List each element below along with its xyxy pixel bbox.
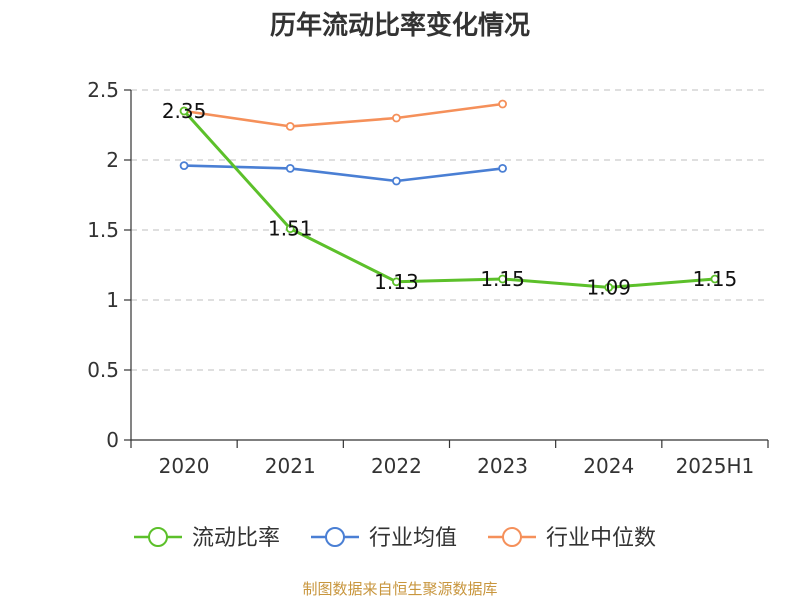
legend: 流动比率 行业均值 行业中位数 [134,526,656,551]
axes: 0 0.5 1 1.5 2 2.5 2020 2021 2022 2023 2024 2025H1 [87,78,769,478]
y-tick-label: 2 [106,148,119,172]
data-point-2 [392,113,401,123]
data-label: 2.35 [162,99,207,123]
y-tick-label: 1.5 [87,218,119,242]
data-labels: 2.35 1.51 1.13 1.15 1.09 1.15 [162,99,737,299]
data-point-1 [498,163,507,173]
data-point-0 [604,282,614,292]
data-point-0 [392,277,401,287]
data-point-0 [498,274,507,284]
legend-marker [148,527,168,547]
y-tick-label: 1 [106,288,119,312]
data-point-1 [179,161,189,171]
x-tick-label: 2020 [159,454,210,478]
chart-title: 历年流动比率变化情况 [270,10,530,41]
y-tick-label: 0 [106,428,119,452]
x-tick-label: 2023 [477,454,528,478]
data-point-0 [710,274,720,284]
data-point-2 [498,99,507,109]
series-group [179,99,720,292]
data-point-0 [285,224,295,234]
series-line-0 [182,109,717,289]
legend-label: 行业均值 [369,526,457,551]
data-label: 1.15 [693,267,738,291]
x-tick-label: 2024 [583,454,634,478]
data-point-1 [285,163,295,173]
x-tick-label: 2021 [265,454,316,478]
data-label: 1.13 [374,270,419,294]
y-tick-label: 0.5 [87,358,119,382]
legend-label: 行业中位数 [546,526,656,551]
source-note: 制图数据来自恒生聚源数据库 [302,580,497,598]
series-line-1 [182,164,504,183]
x-tick-label: 2025H1 [676,454,755,478]
grid [131,89,768,371]
data-label: 1.15 [480,267,525,291]
data-point-0 [179,106,189,116]
series-line-2 [182,102,504,128]
legend-label: 流动比率 [192,526,280,551]
x-tick-label: 2022 [371,454,422,478]
y-tick-label: 2.5 [87,78,119,102]
data-label: 1.09 [586,275,631,299]
legend-marker [325,527,345,547]
data-point-2 [285,122,295,131]
legend-marker [502,527,522,547]
data-label: 1.51 [268,217,313,241]
data-point-1 [392,176,401,186]
